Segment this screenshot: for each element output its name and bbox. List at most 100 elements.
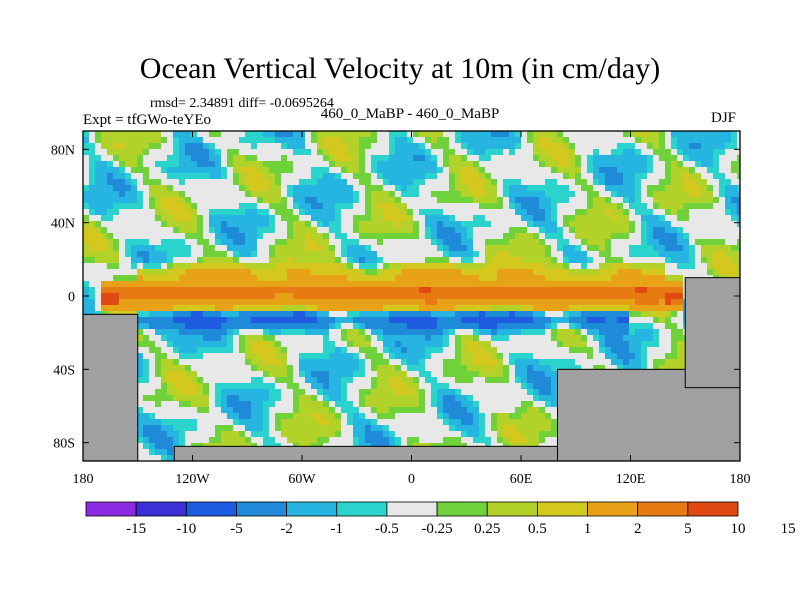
field-cell <box>533 185 539 191</box>
field-cell <box>161 299 167 305</box>
field-cell <box>173 149 179 155</box>
field-cell <box>437 197 443 203</box>
field-cell <box>617 293 623 299</box>
field-cell <box>461 149 467 155</box>
field-cell <box>203 341 209 347</box>
field-cell <box>629 143 635 149</box>
field-cell <box>317 239 323 245</box>
field-cell <box>143 239 149 245</box>
field-cell <box>185 341 191 347</box>
field-cell <box>119 263 125 269</box>
field-cell <box>641 161 647 167</box>
field-cell <box>737 269 740 275</box>
field-cell <box>635 239 641 245</box>
field-cell <box>701 137 707 143</box>
field-cell <box>497 389 503 395</box>
field-cell <box>629 245 635 251</box>
field-cell <box>473 131 479 137</box>
field-cell <box>395 203 401 209</box>
field-cell <box>575 299 581 305</box>
field-cell <box>455 293 461 299</box>
field-cell <box>557 191 563 197</box>
field-cell <box>677 233 683 239</box>
field-cell <box>395 155 401 161</box>
field-cell <box>293 269 299 275</box>
field-cell <box>347 287 353 293</box>
field-cell <box>161 179 167 185</box>
field-cell <box>461 311 467 317</box>
field-cell <box>659 215 665 221</box>
field-cell <box>677 305 683 311</box>
field-cell <box>695 185 701 191</box>
field-cell <box>179 389 185 395</box>
field-cell <box>335 257 341 263</box>
field-cell <box>515 293 521 299</box>
field-cell <box>365 293 371 299</box>
field-cell <box>647 209 653 215</box>
field-cell <box>203 389 209 395</box>
field-cell <box>401 359 407 365</box>
field-cell <box>437 179 443 185</box>
field-cell <box>287 335 293 341</box>
field-cell <box>419 221 425 227</box>
field-cell <box>707 251 713 257</box>
field-cell <box>305 167 311 173</box>
field-cell <box>479 197 485 203</box>
field-cell <box>293 335 299 341</box>
field-cell <box>245 137 251 143</box>
field-cell <box>395 299 401 305</box>
field-cell <box>197 389 203 395</box>
field-cell <box>119 167 125 173</box>
field-cell <box>119 233 125 239</box>
field-cell <box>221 131 227 137</box>
field-cell <box>305 155 311 161</box>
field-cell <box>293 143 299 149</box>
field-cell <box>665 227 671 233</box>
field-cell <box>377 179 383 185</box>
field-cell <box>575 137 581 143</box>
field-cell <box>491 269 497 275</box>
field-cell <box>95 191 101 197</box>
field-cell <box>89 269 95 275</box>
field-cell <box>575 191 581 197</box>
field-cell <box>143 221 149 227</box>
field-cell <box>83 173 89 179</box>
field-cell <box>575 353 581 359</box>
field-cell <box>281 197 287 203</box>
field-cell <box>137 335 143 341</box>
field-cell <box>101 215 107 221</box>
field-cell <box>605 347 611 353</box>
field-cell <box>323 377 329 383</box>
field-cell <box>197 143 203 149</box>
field-cell <box>215 287 221 293</box>
field-cell <box>173 203 179 209</box>
field-cell <box>347 149 353 155</box>
field-cell <box>563 155 569 161</box>
field-cell <box>365 179 371 185</box>
field-cell <box>485 269 491 275</box>
field-cell <box>737 167 740 173</box>
field-cell <box>527 227 533 233</box>
field-cell <box>569 311 575 317</box>
field-cell <box>305 257 311 263</box>
field-cell <box>665 275 671 281</box>
field-cell <box>689 209 695 215</box>
field-cell <box>401 191 407 197</box>
field-cell <box>281 191 287 197</box>
field-cell <box>143 179 149 185</box>
field-cell <box>257 257 263 263</box>
field-cell <box>671 161 677 167</box>
field-cell <box>155 287 161 293</box>
field-cell <box>605 359 611 365</box>
field-cell <box>341 287 347 293</box>
field-cell <box>503 203 509 209</box>
field-cell <box>191 191 197 197</box>
field-cell <box>365 155 371 161</box>
field-cell <box>407 185 413 191</box>
field-cell <box>689 161 695 167</box>
field-cell <box>515 131 521 137</box>
field-cell <box>173 233 179 239</box>
field-cell <box>587 317 593 323</box>
field-cell <box>641 203 647 209</box>
field-cell <box>707 227 713 233</box>
